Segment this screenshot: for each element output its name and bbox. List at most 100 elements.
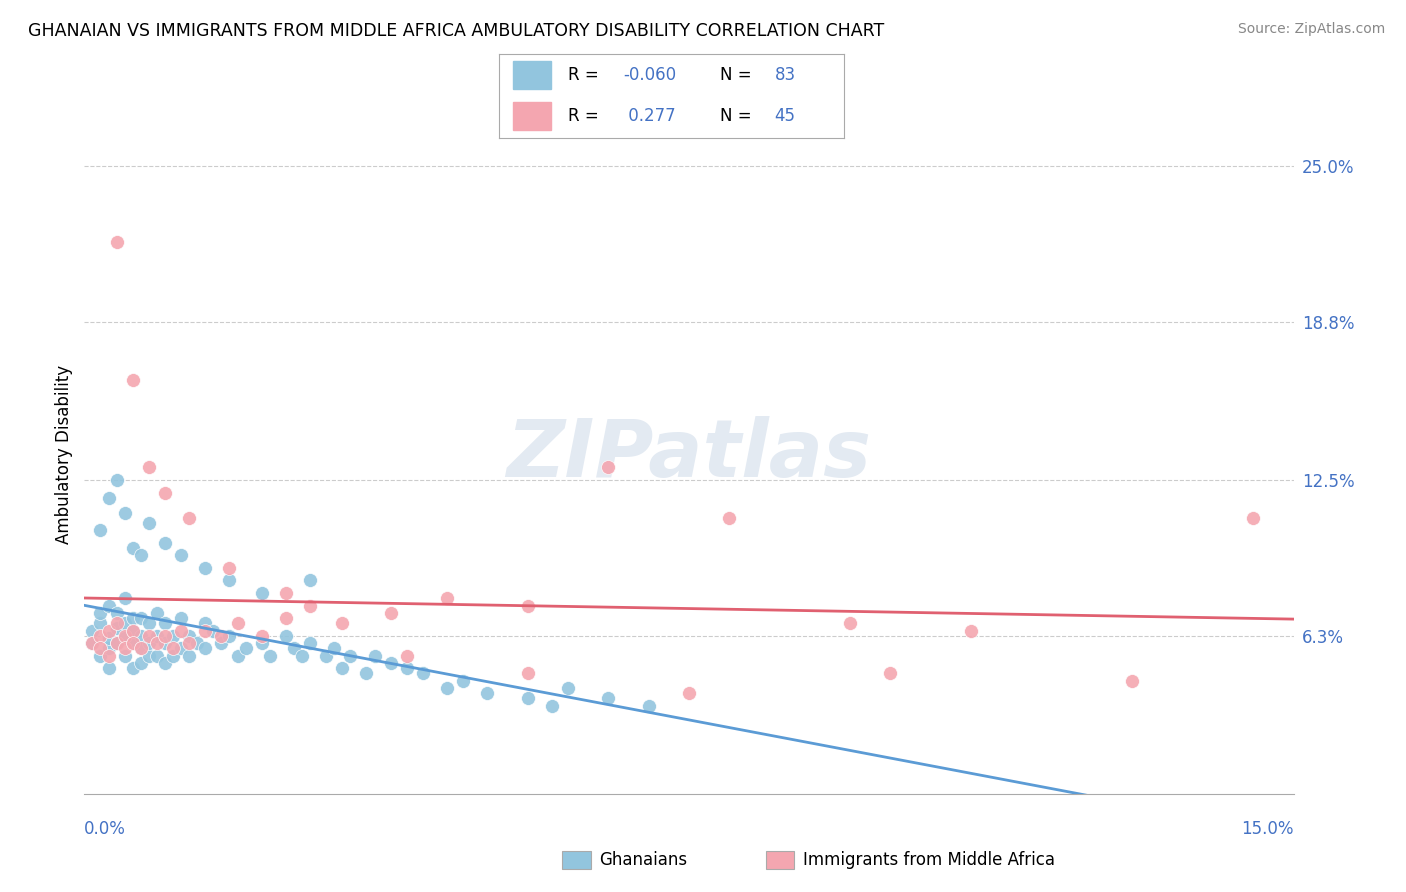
Point — [202, 624, 225, 638]
Point — [209, 636, 232, 650]
Point — [114, 506, 136, 520]
Point — [114, 591, 136, 605]
Point — [323, 641, 346, 656]
Point — [121, 373, 143, 387]
Point — [97, 661, 120, 675]
Point — [121, 624, 143, 638]
Bar — [513, 102, 551, 130]
Text: N =: N = — [720, 66, 751, 84]
Point — [339, 648, 361, 663]
Point — [89, 606, 111, 620]
Point — [89, 616, 111, 631]
Point — [121, 661, 143, 675]
Point — [114, 629, 136, 643]
Point — [218, 629, 240, 643]
Point — [363, 648, 385, 663]
Point — [89, 523, 111, 537]
Point — [114, 648, 136, 663]
Point — [129, 611, 152, 625]
Point — [114, 631, 136, 645]
Point — [105, 616, 128, 631]
Point — [153, 536, 176, 550]
Point — [121, 611, 143, 625]
Text: R =: R = — [568, 107, 599, 125]
Point — [138, 648, 160, 663]
Point — [105, 636, 128, 650]
Point — [839, 616, 862, 631]
Point — [356, 666, 378, 681]
Point — [235, 641, 257, 656]
Point — [170, 611, 193, 625]
Point — [637, 698, 659, 713]
Point — [330, 616, 353, 631]
Point — [129, 641, 152, 656]
Point — [274, 586, 297, 600]
Point — [259, 648, 281, 663]
Point — [436, 681, 458, 696]
Text: GHANAIAN VS IMMIGRANTS FROM MIDDLE AFRICA AMBULATORY DISABILITY CORRELATION CHAR: GHANAIAN VS IMMIGRANTS FROM MIDDLE AFRIC… — [28, 22, 884, 40]
Point — [89, 648, 111, 663]
Point — [121, 636, 143, 650]
Point — [129, 641, 152, 656]
Point — [451, 673, 474, 688]
Point — [146, 606, 169, 620]
Point — [380, 606, 402, 620]
Point — [105, 606, 128, 620]
Point — [299, 574, 322, 588]
Point — [283, 641, 305, 656]
Point — [395, 648, 418, 663]
Text: 83: 83 — [775, 66, 796, 84]
Text: 45: 45 — [775, 107, 796, 125]
Text: Immigrants from Middle Africa: Immigrants from Middle Africa — [803, 851, 1054, 869]
Point — [516, 666, 538, 681]
Point — [879, 666, 901, 681]
Point — [138, 629, 160, 643]
Point — [153, 629, 176, 643]
Point — [153, 485, 176, 500]
Point — [250, 629, 273, 643]
Point — [557, 681, 579, 696]
Text: N =: N = — [720, 107, 751, 125]
Point — [146, 636, 169, 650]
Point — [105, 636, 128, 650]
Point — [330, 661, 353, 675]
Point — [194, 561, 217, 575]
Point — [477, 686, 499, 700]
Point — [129, 629, 152, 643]
Point — [678, 686, 700, 700]
Point — [598, 691, 620, 706]
Point — [1121, 673, 1143, 688]
Point — [194, 616, 217, 631]
Text: ZIPatlas: ZIPatlas — [506, 416, 872, 494]
Point — [186, 636, 208, 650]
Point — [138, 616, 160, 631]
Point — [299, 636, 322, 650]
Point — [598, 460, 620, 475]
Point — [153, 657, 176, 671]
Point — [179, 629, 201, 643]
Point — [153, 636, 176, 650]
Point — [162, 648, 184, 663]
Bar — [513, 62, 551, 89]
Point — [97, 641, 120, 656]
Point — [299, 599, 322, 613]
Point — [179, 636, 201, 650]
Point — [1241, 510, 1264, 524]
Point — [97, 624, 120, 638]
Point — [146, 648, 169, 663]
Point — [82, 636, 104, 650]
Point — [516, 691, 538, 706]
Point — [105, 473, 128, 487]
Point — [718, 510, 741, 524]
Point — [194, 641, 217, 656]
Point — [380, 657, 402, 671]
Point — [179, 648, 201, 663]
Point — [105, 621, 128, 635]
Text: R =: R = — [568, 66, 599, 84]
Point — [226, 648, 249, 663]
Point — [541, 698, 564, 713]
Text: 15.0%: 15.0% — [1241, 820, 1294, 838]
Point — [138, 516, 160, 530]
Point — [274, 629, 297, 643]
Point — [218, 574, 240, 588]
